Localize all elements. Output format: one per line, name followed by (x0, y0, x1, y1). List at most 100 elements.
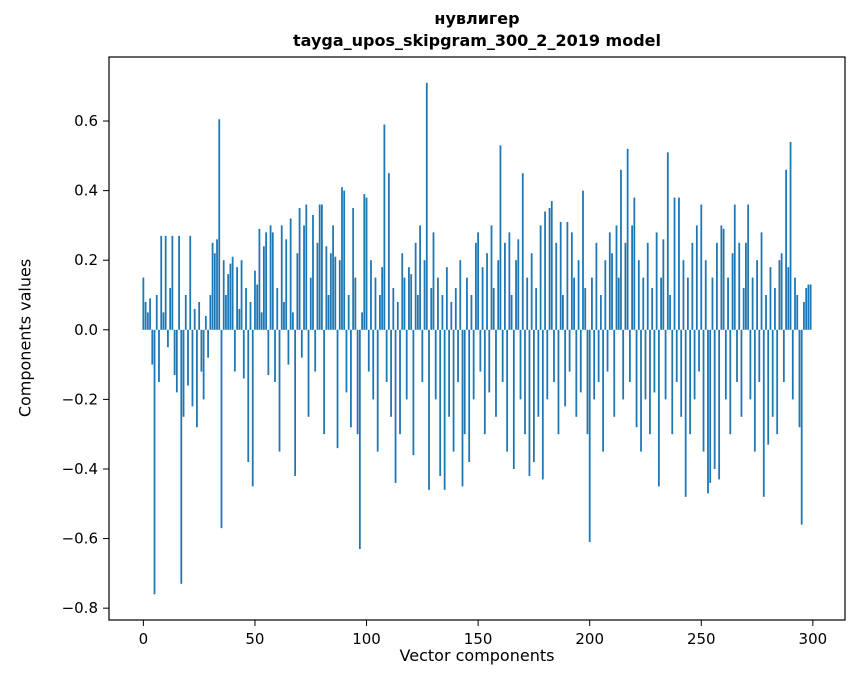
bar (608, 232, 611, 330)
bar (515, 260, 517, 330)
bar (617, 277, 620, 330)
bar (352, 208, 355, 330)
bar (158, 329, 160, 382)
bar (533, 329, 535, 463)
bar (164, 235, 167, 330)
bar (483, 329, 486, 435)
bar (642, 277, 645, 330)
x-tick-label: 250 (687, 630, 716, 648)
bar (178, 235, 180, 330)
bar (599, 295, 602, 330)
y-tick-label: 0.6 (74, 112, 98, 130)
bar (582, 190, 584, 330)
bar (182, 329, 185, 417)
bar (794, 277, 796, 330)
bar (381, 267, 384, 330)
bar (678, 197, 680, 330)
bar (669, 295, 671, 330)
bar (445, 267, 448, 330)
bar (236, 267, 238, 330)
bar (278, 329, 281, 452)
bar (256, 284, 259, 330)
bar (213, 253, 216, 330)
bar (325, 246, 328, 330)
bar (568, 329, 571, 372)
bar (376, 329, 379, 452)
bar (613, 329, 616, 417)
bar (343, 190, 346, 330)
chart-title-line2: tayga_upos_skipgram_300_2_2019 model (293, 31, 661, 50)
bar (611, 253, 613, 330)
bar (798, 329, 801, 428)
bar (421, 329, 424, 382)
bar (631, 225, 633, 330)
bar (733, 204, 736, 330)
bar (247, 329, 250, 463)
bar (280, 225, 283, 330)
bar (249, 301, 252, 330)
bar (682, 260, 685, 330)
bar (265, 232, 268, 330)
bar (425, 82, 428, 330)
bar (722, 228, 725, 330)
bar (767, 329, 770, 445)
bar (742, 288, 745, 330)
bar (680, 329, 683, 417)
bar (309, 277, 312, 330)
bar (338, 260, 341, 330)
bar (292, 312, 294, 330)
bar (553, 329, 555, 382)
y-tick-label: 0.4 (74, 182, 98, 200)
bar (713, 329, 716, 469)
y-tick-label: −0.4 (62, 460, 98, 478)
bar (716, 242, 718, 330)
bar (653, 329, 656, 393)
bar (459, 260, 462, 330)
bar (283, 301, 285, 330)
bar (557, 329, 560, 435)
bar (530, 253, 533, 330)
bar (778, 260, 781, 330)
bar (747, 204, 750, 330)
bar (354, 277, 357, 330)
bar (211, 242, 214, 330)
bar (758, 329, 761, 382)
bar (472, 329, 475, 400)
bar (403, 277, 406, 330)
bar (671, 329, 674, 435)
bar (274, 329, 276, 382)
bar (492, 288, 495, 330)
bar (700, 204, 703, 330)
bar (637, 260, 640, 330)
bar (640, 329, 642, 452)
bar (539, 225, 542, 330)
bar (626, 148, 629, 330)
bar (307, 329, 310, 417)
bar (673, 197, 676, 330)
bar (289, 218, 292, 330)
bar (774, 288, 776, 330)
bar (776, 329, 779, 435)
bar (314, 329, 317, 372)
bar (294, 329, 297, 476)
bar (765, 295, 767, 330)
bar (233, 329, 236, 372)
bar (675, 329, 678, 382)
plot-border (108, 56, 846, 621)
bar (454, 288, 457, 330)
bar (646, 242, 649, 330)
bar (245, 288, 247, 330)
bar (579, 329, 582, 393)
bar (365, 197, 368, 330)
bar (173, 329, 176, 376)
bar (615, 225, 618, 330)
bar (318, 204, 321, 330)
bar (693, 329, 696, 400)
bar (450, 301, 453, 330)
bar (437, 277, 439, 330)
bar (490, 225, 493, 330)
bar (622, 329, 625, 400)
bar (633, 197, 636, 330)
bar (805, 288, 808, 330)
